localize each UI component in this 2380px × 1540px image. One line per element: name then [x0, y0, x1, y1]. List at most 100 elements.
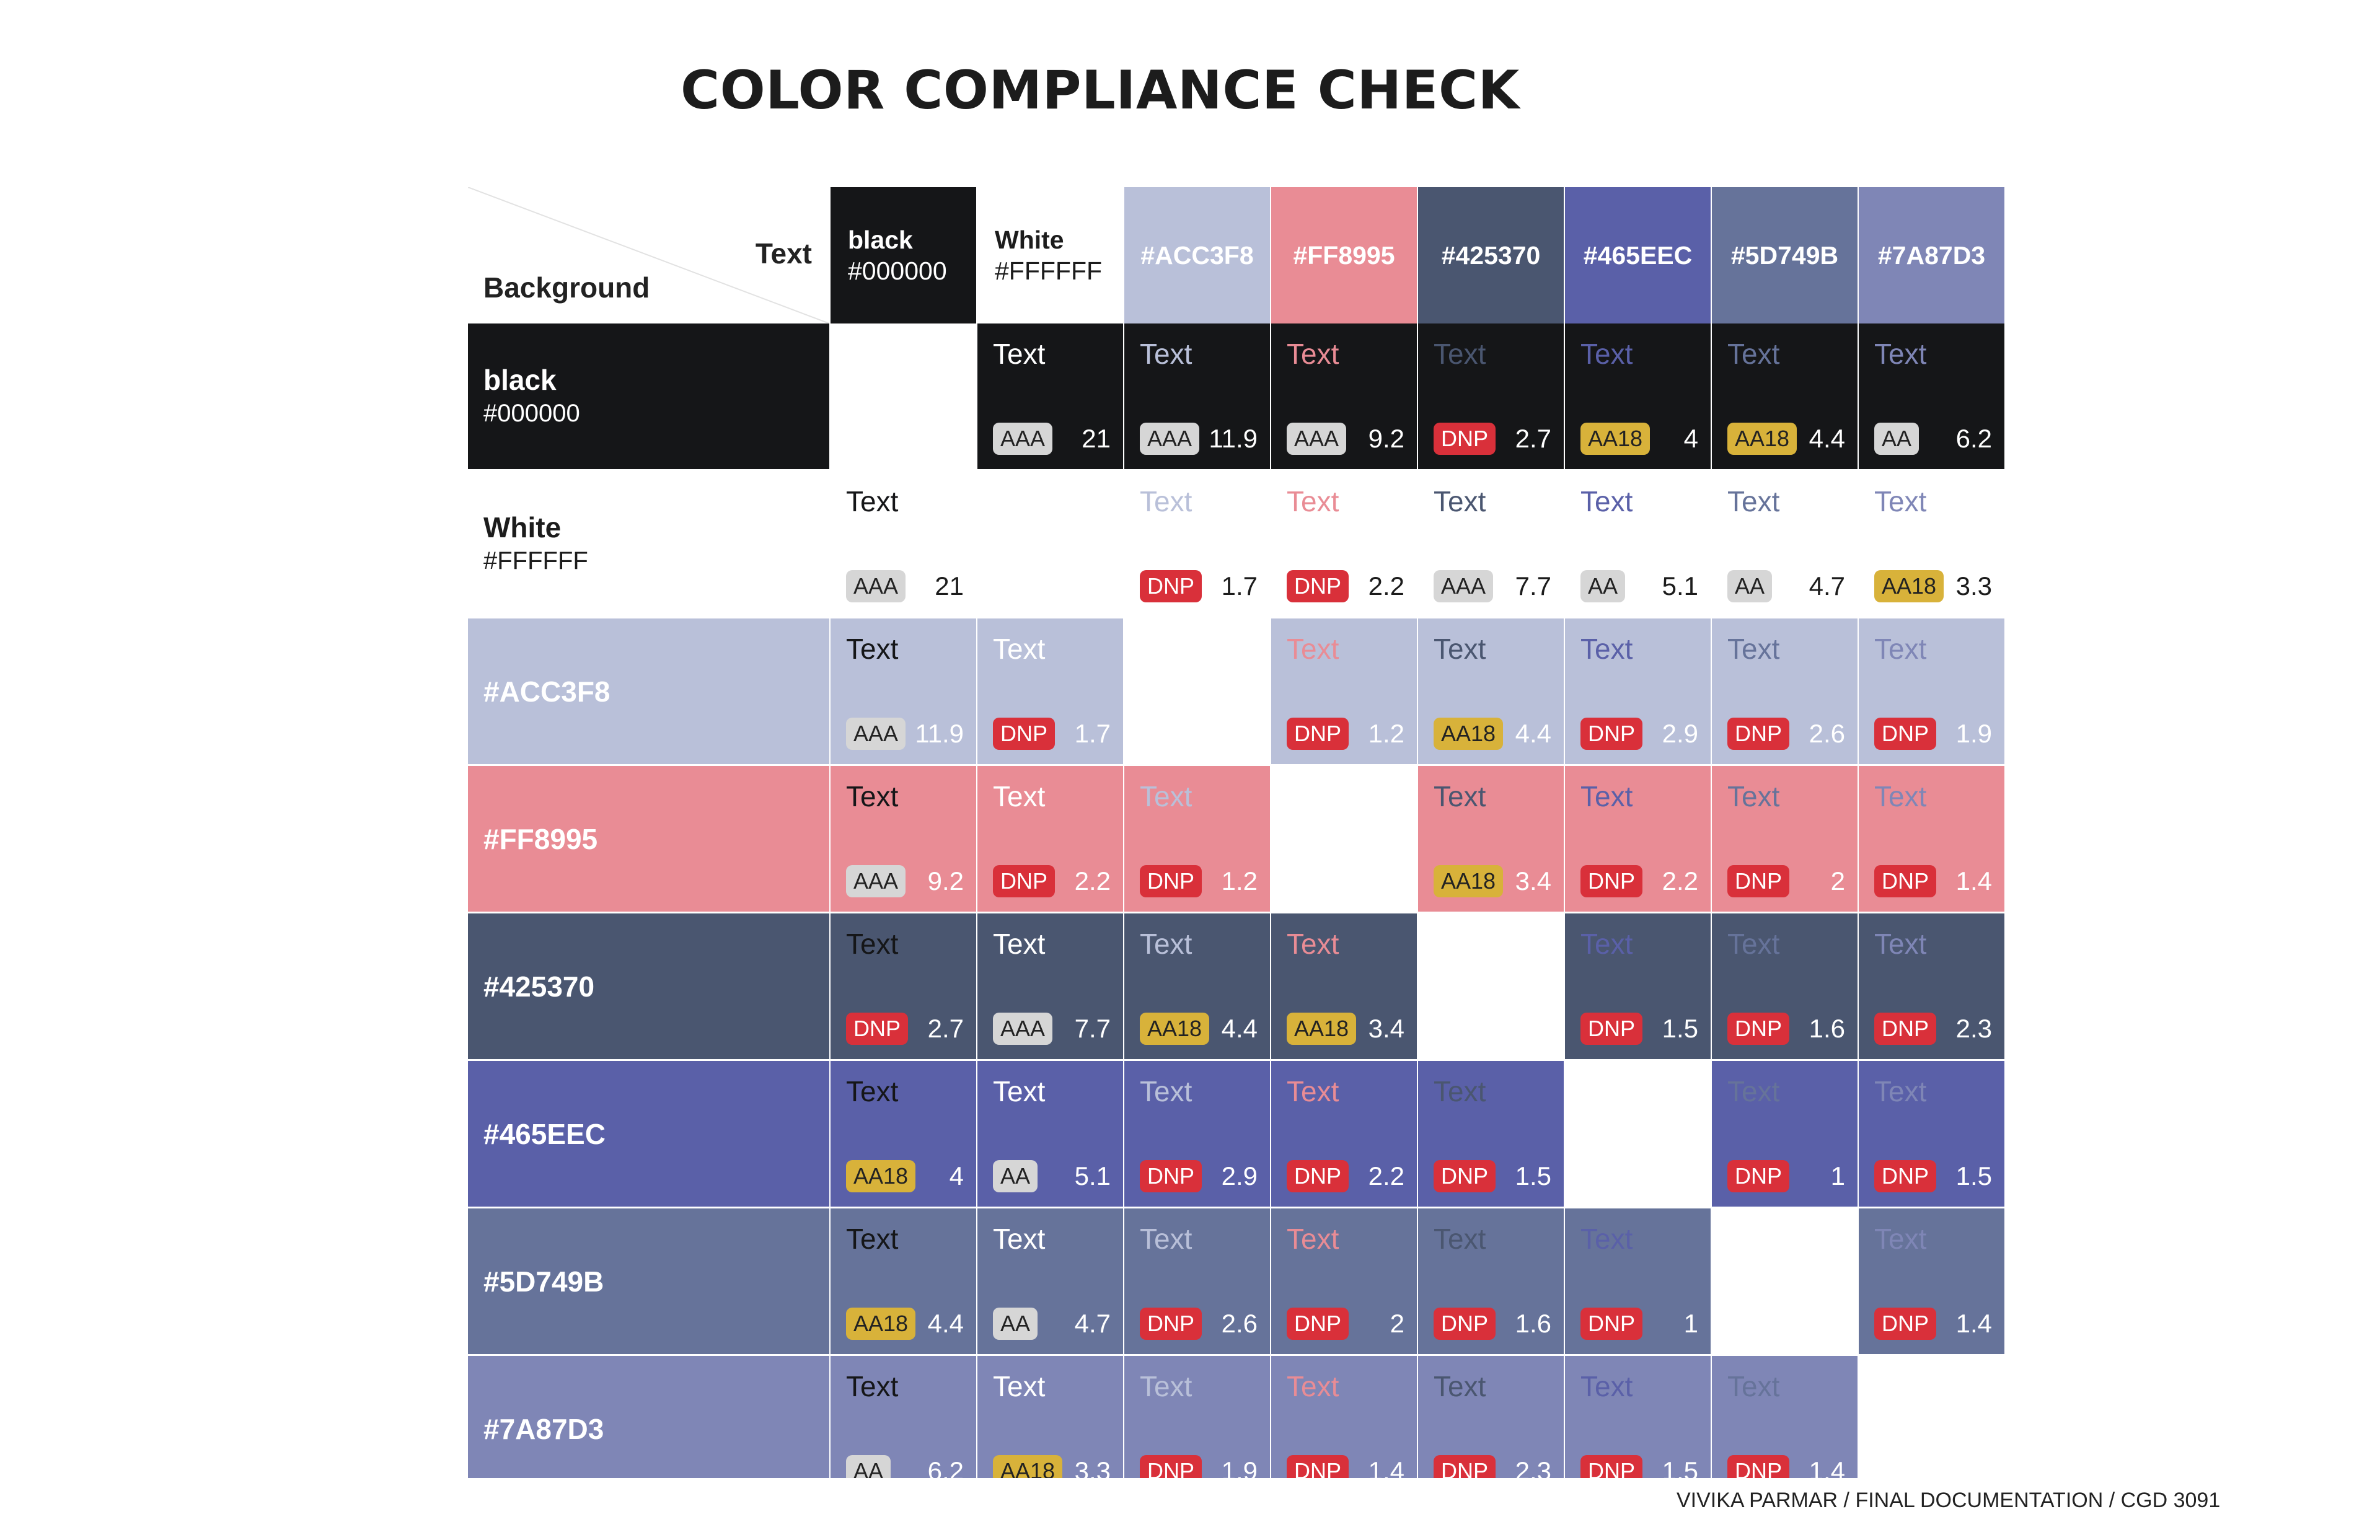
cell-sample-text: Text [1140, 1370, 1192, 1402]
cell-rating-badge: DNP [1287, 1160, 1349, 1192]
column-header: White #FFFFFF [977, 187, 1123, 323]
cell-contrast-ratio: 7.7 [1515, 571, 1551, 601]
matrix-cell: Text AA18 3.3 [1859, 471, 2004, 617]
column-header-hex: #000000 [848, 257, 947, 285]
cell-rating-badge: AAA [846, 865, 906, 897]
column-header: black #000000 [831, 187, 976, 323]
matrix-cell: Text AA 4.7 [1712, 471, 1858, 617]
matrix-cell: Text DNP 2.9 [1124, 1061, 1270, 1207]
cell-sample-text: Text [846, 485, 899, 517]
cell-rating-badge: DNP [1727, 1013, 1790, 1045]
cell-contrast-ratio: 4.4 [1809, 424, 1845, 453]
cell-contrast-ratio: 7.7 [1074, 1014, 1111, 1043]
cell-sample-text: Text [1874, 1223, 1927, 1255]
matrix-cell: Text AA18 3.4 [1271, 913, 1417, 1059]
cell-sample-text: Text [1287, 485, 1339, 517]
matrix-cell: Text AA18 3.3 [977, 1356, 1123, 1478]
cell-contrast-ratio: 4.4 [927, 1309, 964, 1338]
matrix-cell: Text DNP 2 [1271, 1208, 1417, 1354]
matrix-cell: Text DNP 1.7 [1124, 471, 1270, 617]
cell-sample-text: Text [1874, 1075, 1927, 1107]
matrix-cell: Text DNP 1.4 [1712, 1356, 1858, 1478]
cell-rating-badge: DNP [1727, 1160, 1790, 1192]
cell-sample-text: Text [1434, 1075, 1486, 1107]
cell-sample-text: Text [846, 780, 899, 812]
cell-rating-badge: DNP [1727, 1455, 1790, 1478]
cell-sample-text: Text [1874, 928, 1927, 960]
matrix-cell: Text AAA 7.7 [1418, 471, 1564, 617]
cell-rating-badge: DNP [1874, 865, 1937, 897]
cell-sample-text: Text [1727, 338, 1780, 370]
cell-contrast-ratio: 9.2 [1368, 424, 1404, 453]
column-header: #FF8995 [1271, 187, 1417, 323]
cell-contrast-ratio: 2.3 [1515, 1456, 1551, 1478]
column-header: #5D749B [1712, 187, 1858, 323]
row-header-hex: #ACC3F8 [483, 675, 610, 708]
matrix-cell: Text DNP 1 [1565, 1208, 1711, 1354]
cell-rating-badge: DNP [1434, 423, 1496, 455]
cell-sample-text: Text [1580, 1370, 1633, 1402]
matrix-cell: Text DNP 1.6 [1418, 1208, 1564, 1354]
cell-sample-text: Text [1727, 485, 1780, 517]
cell-sample-text: Text [993, 780, 1046, 812]
cell-rating-badge: AA18 [1434, 865, 1504, 897]
cell-rating-badge: DNP [1727, 718, 1790, 750]
matrix-cell: Text DNP 1.7 [977, 618, 1123, 764]
cell-rating-badge: DNP [1580, 1455, 1643, 1478]
cell-sample-text: Text [1140, 485, 1192, 517]
matrix-cell: Text DNP 1.5 [1565, 913, 1711, 1059]
cell-contrast-ratio: 2.7 [1515, 424, 1551, 453]
cell-contrast-ratio: 1.5 [1662, 1014, 1698, 1043]
row-header-hex: #5D749B [483, 1265, 604, 1298]
cell-contrast-ratio: 9.2 [927, 866, 964, 895]
matrix-cell: Text DNP 1.5 [1565, 1356, 1711, 1478]
matrix-cell: Text DNP 2.2 [977, 766, 1123, 912]
cell-rating-badge: DNP [1874, 1160, 1937, 1192]
column-header-hex: #7A87D3 [1877, 241, 1986, 270]
cell-rating-badge: DNP [1874, 1308, 1937, 1340]
footer-credit: VIVIKA PARMAR / FINAL DOCUMENTATION / CG… [1677, 1489, 2221, 1512]
row-header-hex: #FF8995 [483, 822, 598, 855]
matrix-cell: Text DNP 1.5 [1859, 1061, 2004, 1207]
matrix-cell: Text AA18 4 [831, 1061, 976, 1207]
cell-sample-text: Text [1287, 633, 1339, 665]
cell-sample-text: Text [1140, 928, 1192, 960]
cell-sample-text: Text [846, 1223, 899, 1255]
matrix-cell: Text AA 6.2 [1859, 323, 2004, 469]
cell-contrast-ratio: 1 [1683, 1309, 1698, 1338]
cell-contrast-ratio: 1.5 [1515, 1161, 1551, 1190]
cell-rating-badge: DNP [1874, 1013, 1937, 1045]
cell-rating-badge: AA18 [1140, 1013, 1210, 1045]
cell-sample-text: Text [1580, 338, 1633, 370]
cell-sample-text: Text [993, 1370, 1046, 1402]
cell-rating-badge: DNP [993, 865, 1056, 897]
matrix-cell: Text AAA 21 [977, 323, 1123, 469]
matrix-cell-empty [977, 471, 1123, 617]
matrix-cell: Text DNP 1.4 [1859, 1208, 2004, 1354]
corner-text-label: Text [755, 237, 812, 270]
cell-rating-badge: DNP [1434, 1160, 1496, 1192]
cell-contrast-ratio: 4.7 [1074, 1309, 1111, 1338]
cell-rating-badge: AA [993, 1308, 1038, 1340]
column-header: #ACC3F8 [1124, 187, 1270, 323]
matrix-cell: Text DNP 2.6 [1124, 1208, 1270, 1354]
cell-contrast-ratio: 1.2 [1221, 866, 1258, 895]
matrix-cell: Text AA 5.1 [977, 1061, 1123, 1207]
cell-sample-text: Text [1287, 1075, 1339, 1107]
cell-rating-badge: AA18 [846, 1160, 916, 1192]
cell-rating-badge: DNP [1140, 570, 1202, 602]
cell-sample-text: Text [1580, 1223, 1633, 1255]
cell-sample-text: Text [1874, 780, 1927, 812]
cell-rating-badge: AA18 [846, 1308, 916, 1340]
cell-rating-badge: AA18 [1434, 718, 1504, 750]
cell-sample-text: Text [1140, 338, 1192, 370]
matrix-cell-empty [1124, 618, 1270, 764]
cell-sample-text: Text [1434, 633, 1486, 665]
matrix-row: #7A87D3 Text AA 6.2 Text AA18 3.3 Text DNP 1.9 Tex… [468, 1356, 2008, 1478]
matrix-cell-empty [1712, 1208, 1858, 1354]
row-header-hex: #FFFFFF [483, 547, 588, 574]
matrix-cell: Text DNP 1.9 [1124, 1356, 1270, 1478]
matrix-row: black #000000 Text AAA 21 Text AAA 11.9 Text AAA 9… [468, 323, 2008, 469]
compliance-matrix: Text Background black #000000 White #FFFFFF… [468, 187, 2008, 1478]
cell-sample-text: Text [1287, 1223, 1339, 1255]
